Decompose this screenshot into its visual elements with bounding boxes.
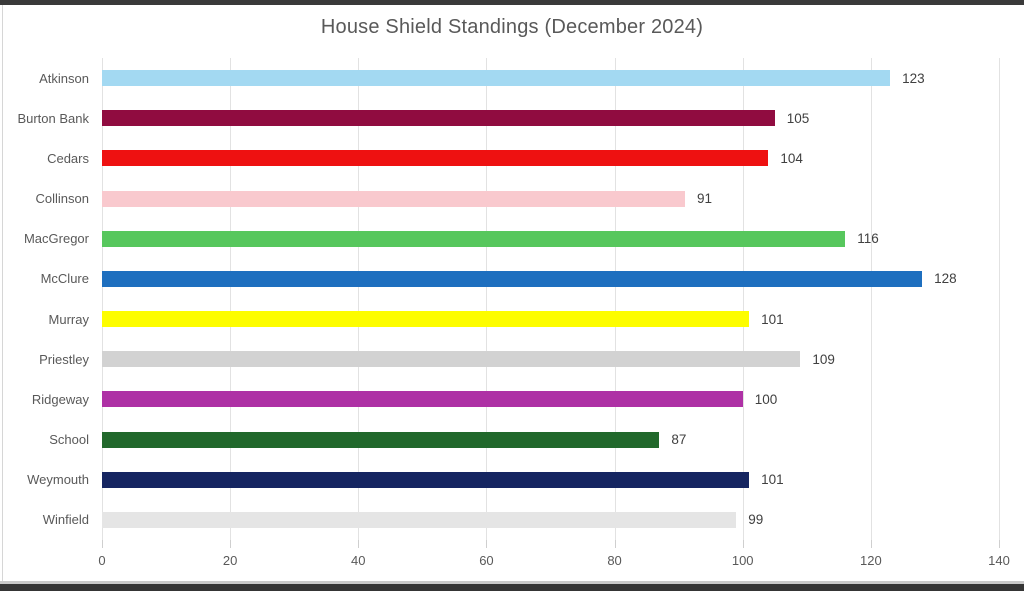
category-label: Priestley — [39, 351, 89, 367]
x-tick-mark — [614, 540, 616, 548]
bar-track: 105 — [102, 98, 999, 138]
x-axis-ticks — [102, 540, 1000, 548]
category-label: Murray — [48, 311, 89, 327]
bar-ridgeway — [102, 391, 743, 408]
bar-row: Ridgeway 100 — [0, 379, 999, 419]
category-label: Weymouth — [27, 472, 89, 488]
bar-row: McClure 128 — [0, 259, 999, 299]
x-tick-mark — [742, 540, 744, 548]
x-tick-label: 120 — [859, 553, 882, 568]
bar-priestley — [102, 351, 801, 368]
bar-atkinson — [102, 70, 891, 87]
category-label: School — [49, 432, 89, 448]
x-tick-label: 80 — [607, 553, 622, 568]
gridline — [230, 58, 232, 540]
bar-row: Priestley 109 — [0, 339, 999, 379]
category-label: Atkinson — [39, 70, 89, 86]
gridline — [742, 58, 744, 540]
bar-track: 101 — [102, 460, 999, 500]
bar-row: Murray 101 — [0, 299, 999, 339]
bar-value-label: 101 — [761, 472, 784, 488]
category-label: Ridgeway — [31, 391, 89, 407]
x-tick-label: 20 — [222, 553, 238, 568]
bar-track: 128 — [102, 259, 999, 299]
bar-value-label: 105 — [786, 110, 810, 126]
x-tick-mark — [999, 540, 1000, 548]
bar-row: Atkinson 123 — [0, 58, 999, 98]
category-label: Winfield — [42, 512, 89, 528]
x-tick-label: 140 — [988, 553, 1010, 568]
category-label: McClure — [40, 271, 89, 287]
x-tick-label: 100 — [731, 553, 754, 568]
gridline — [358, 58, 360, 540]
category-label: Burton Bank — [17, 110, 89, 126]
bar-value-label: 109 — [812, 351, 835, 367]
bar-macgregor — [102, 230, 846, 247]
gridline — [486, 58, 488, 540]
bar-row: Weymouth 101 — [0, 460, 999, 500]
bar-track: 91 — [102, 179, 999, 219]
bar-value-label: 123 — [902, 70, 925, 86]
bar-track: 109 — [102, 339, 999, 379]
bar-burton-bank — [102, 110, 775, 127]
bar-collinson — [102, 190, 686, 207]
bar-row: Collinson 91 — [0, 179, 999, 219]
x-tick-mark — [230, 540, 232, 548]
x-tick-label: 0 — [98, 553, 106, 568]
bar-rows: Atkinson 123 Burton Bank 105 Cedars 104 Collin… — [0, 58, 999, 540]
window-left-edge — [2, 5, 3, 581]
bar-school — [102, 431, 660, 448]
bar-track: 99 — [102, 500, 999, 540]
bar-row: Burton Bank 105 — [0, 98, 999, 138]
bar-cedars — [102, 150, 769, 167]
bar-track: 104 — [102, 138, 999, 178]
x-tick-mark — [102, 540, 103, 548]
bar-track: 123 — [102, 58, 999, 98]
window-bottom-edge — [0, 584, 1024, 591]
x-axis-labels: 0 20 40 60 80 100 120 140 — [98, 553, 1009, 571]
category-label: MacGregor — [23, 231, 89, 247]
bar-value-label: 101 — [761, 311, 784, 327]
bar-value-label: 104 — [780, 150, 803, 166]
plot-area — [102, 58, 1000, 540]
gridline — [999, 58, 1000, 540]
bar-mcclure — [102, 270, 923, 287]
bar-row: School 87 — [0, 420, 999, 460]
bar-track: 101 — [102, 299, 999, 339]
window-bottom-divider — [0, 581, 1024, 584]
bar-track: 100 — [102, 379, 999, 419]
x-tick-label: 60 — [479, 553, 494, 568]
category-label: Cedars — [47, 150, 89, 166]
x-tick-mark — [486, 540, 488, 548]
x-tick-mark — [358, 540, 360, 548]
bar-murray — [102, 311, 750, 328]
bar-value-label: 128 — [934, 271, 957, 287]
bar-track: 116 — [102, 219, 999, 259]
bar-value-label: 100 — [754, 391, 778, 407]
category-label: Collinson — [35, 191, 89, 207]
gridline — [870, 58, 872, 540]
bar-row: MacGregor 116 — [0, 219, 999, 259]
bar-weymouth — [102, 471, 750, 488]
bar-value-label: 116 — [857, 231, 879, 247]
bar-value-label: 91 — [697, 191, 713, 207]
bar-winfield — [102, 511, 737, 528]
bar-row: Winfield 99 — [0, 500, 999, 540]
gridline — [102, 58, 103, 540]
bar-track: 87 — [102, 420, 999, 460]
chart-title: House Shield Standings (December 2024) — [320, 16, 704, 38]
window-top-edge — [0, 0, 1024, 5]
bar-row: Cedars 104 — [0, 138, 999, 178]
bar-value-label: 99 — [748, 512, 764, 528]
x-tick-mark — [870, 540, 872, 548]
gridline — [614, 58, 616, 540]
x-tick-label: 40 — [351, 553, 366, 568]
bar-value-label: 87 — [671, 432, 687, 448]
